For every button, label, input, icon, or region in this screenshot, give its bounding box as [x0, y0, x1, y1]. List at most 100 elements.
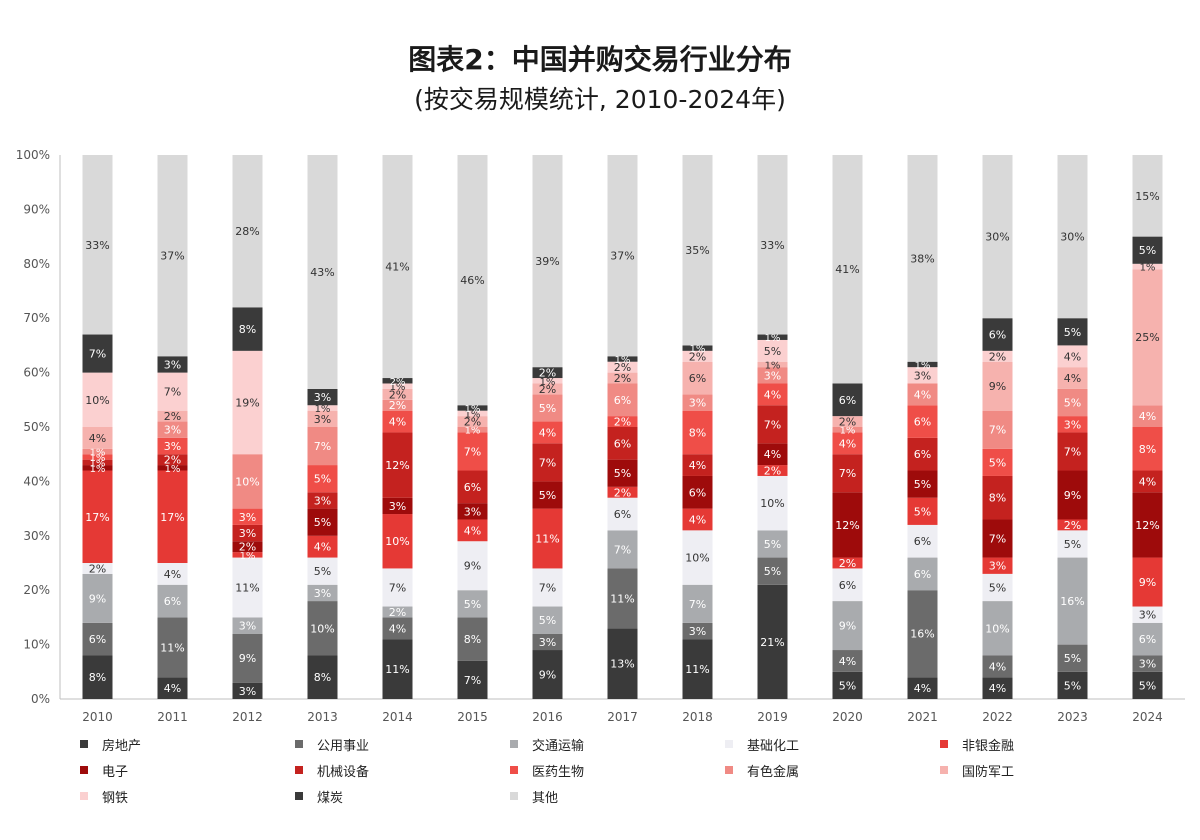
data-label: 2%: [389, 388, 406, 401]
bar-segment: [682, 584, 713, 623]
data-label: 2%: [89, 562, 106, 575]
data-label: 4%: [314, 541, 331, 554]
data-label: 1%: [765, 333, 781, 344]
data-label: 3%: [464, 505, 481, 518]
data-label: 10%: [385, 535, 409, 548]
bar-segment: [307, 155, 338, 389]
legend-item: 公用事业: [295, 734, 369, 754]
bar-segment: [682, 345, 713, 351]
y-tick-label: 20%: [23, 583, 50, 597]
bar-segment: [307, 427, 338, 466]
data-label: 3%: [314, 391, 331, 404]
bar-segment: [682, 394, 713, 411]
bar-segment: [532, 155, 563, 368]
data-label: 4%: [389, 416, 406, 429]
data-label: 11%: [235, 581, 259, 594]
data-label: 7%: [689, 598, 706, 611]
x-tick-label: 2010: [82, 710, 113, 724]
data-label: 1%: [615, 355, 631, 366]
bar-segment: [1057, 318, 1088, 346]
bar-segment: [757, 584, 788, 699]
legend-label: 其他: [532, 790, 559, 806]
data-label: 11%: [610, 592, 634, 605]
bar-segment: [757, 361, 788, 368]
data-label: 3%: [764, 369, 781, 382]
bar-segment: [1057, 155, 1088, 319]
data-label: 5%: [314, 516, 331, 529]
bar-segment: [1132, 622, 1163, 656]
bar-stack-2019: 21%5%5%10%2%4%7%4%3%1%5%1%33%: [757, 155, 788, 699]
bar-segment: [457, 427, 488, 433]
data-label: 2%: [689, 350, 706, 363]
data-label: 33%: [760, 239, 784, 252]
data-label: 7%: [314, 440, 331, 453]
data-label: 6%: [914, 448, 931, 461]
data-label: 4%: [1064, 350, 1081, 363]
bar-segment: [307, 557, 338, 585]
bar-segment: [907, 383, 938, 406]
data-label: 4%: [989, 660, 1006, 673]
data-label: 3%: [539, 636, 556, 649]
bar-segment: [607, 530, 638, 569]
bar-segment: [757, 383, 788, 406]
data-label: 28%: [235, 225, 259, 238]
bar-segment: [607, 155, 638, 357]
data-label: 2%: [390, 377, 406, 388]
bar-segment: [1057, 671, 1088, 699]
data-label: 19%: [235, 397, 259, 410]
data-label: 4%: [164, 682, 181, 695]
data-label: 7%: [989, 533, 1006, 546]
data-label: 12%: [835, 519, 859, 532]
data-label: 1%: [765, 360, 781, 371]
data-label: 1%: [915, 360, 931, 371]
legend-swatch: [295, 766, 303, 774]
data-label: 4%: [89, 432, 106, 445]
bar-segment: [82, 155, 113, 335]
data-label: 5%: [1139, 679, 1156, 692]
data-label: 5%: [989, 456, 1006, 469]
bar-stack-2015: 7%8%5%9%4%3%6%7%1%2%1%1%46%: [457, 155, 488, 699]
bar-segment: [532, 633, 563, 651]
bar-segment: [232, 350, 263, 455]
bar-segment: [307, 508, 338, 536]
data-label: 16%: [910, 628, 934, 641]
data-label: 4%: [1139, 475, 1156, 488]
bar-segment: [757, 475, 788, 531]
data-label: 5%: [1064, 326, 1081, 339]
data-label: 7%: [464, 674, 481, 687]
y-tick-label: 30%: [23, 529, 50, 543]
data-label: 1%: [465, 426, 481, 437]
data-label: 6%: [839, 579, 856, 592]
data-label: 4%: [764, 448, 781, 461]
legend-swatch: [510, 740, 518, 748]
data-label: 6%: [914, 568, 931, 581]
bar-segment: [757, 367, 788, 384]
data-label: 10%: [760, 497, 784, 510]
bar-segment: [532, 568, 563, 607]
data-label: 5%: [314, 473, 331, 486]
bar-segment: [982, 601, 1013, 656]
bar-segment: [907, 367, 938, 384]
data-label: 2%: [464, 416, 481, 429]
bar-segment: [1057, 416, 1088, 433]
data-label: 10%: [985, 622, 1009, 635]
data-label: 9%: [89, 592, 106, 605]
data-label: 10%: [235, 475, 259, 488]
data-label: 5%: [539, 614, 556, 627]
y-tick-label: 100%: [16, 148, 50, 162]
bar-stack-2013: 8%10%3%5%4%5%3%5%7%3%1%3%43%: [307, 155, 338, 699]
data-label: 3%: [314, 413, 331, 426]
bar-segment: [157, 563, 188, 585]
bar-segment: [82, 655, 113, 699]
data-label: 2%: [839, 557, 856, 570]
bar-segment: [1132, 427, 1163, 471]
x-tick-label: 2013: [307, 710, 338, 724]
bar-segment: [532, 606, 563, 634]
bar-segment: [757, 443, 788, 466]
stacked-bar-chart: 0% 10% 20% 30% 40% 50% 60% 70% 80% 90% 100% 8% 6% 9% 2…: [16, 148, 1185, 724]
data-label: 3%: [689, 625, 706, 638]
x-tick-label: 2020: [832, 710, 863, 724]
data-label: 7%: [539, 456, 556, 469]
data-label: 6%: [1139, 633, 1156, 646]
x-tick-label: 2024: [1132, 710, 1163, 724]
